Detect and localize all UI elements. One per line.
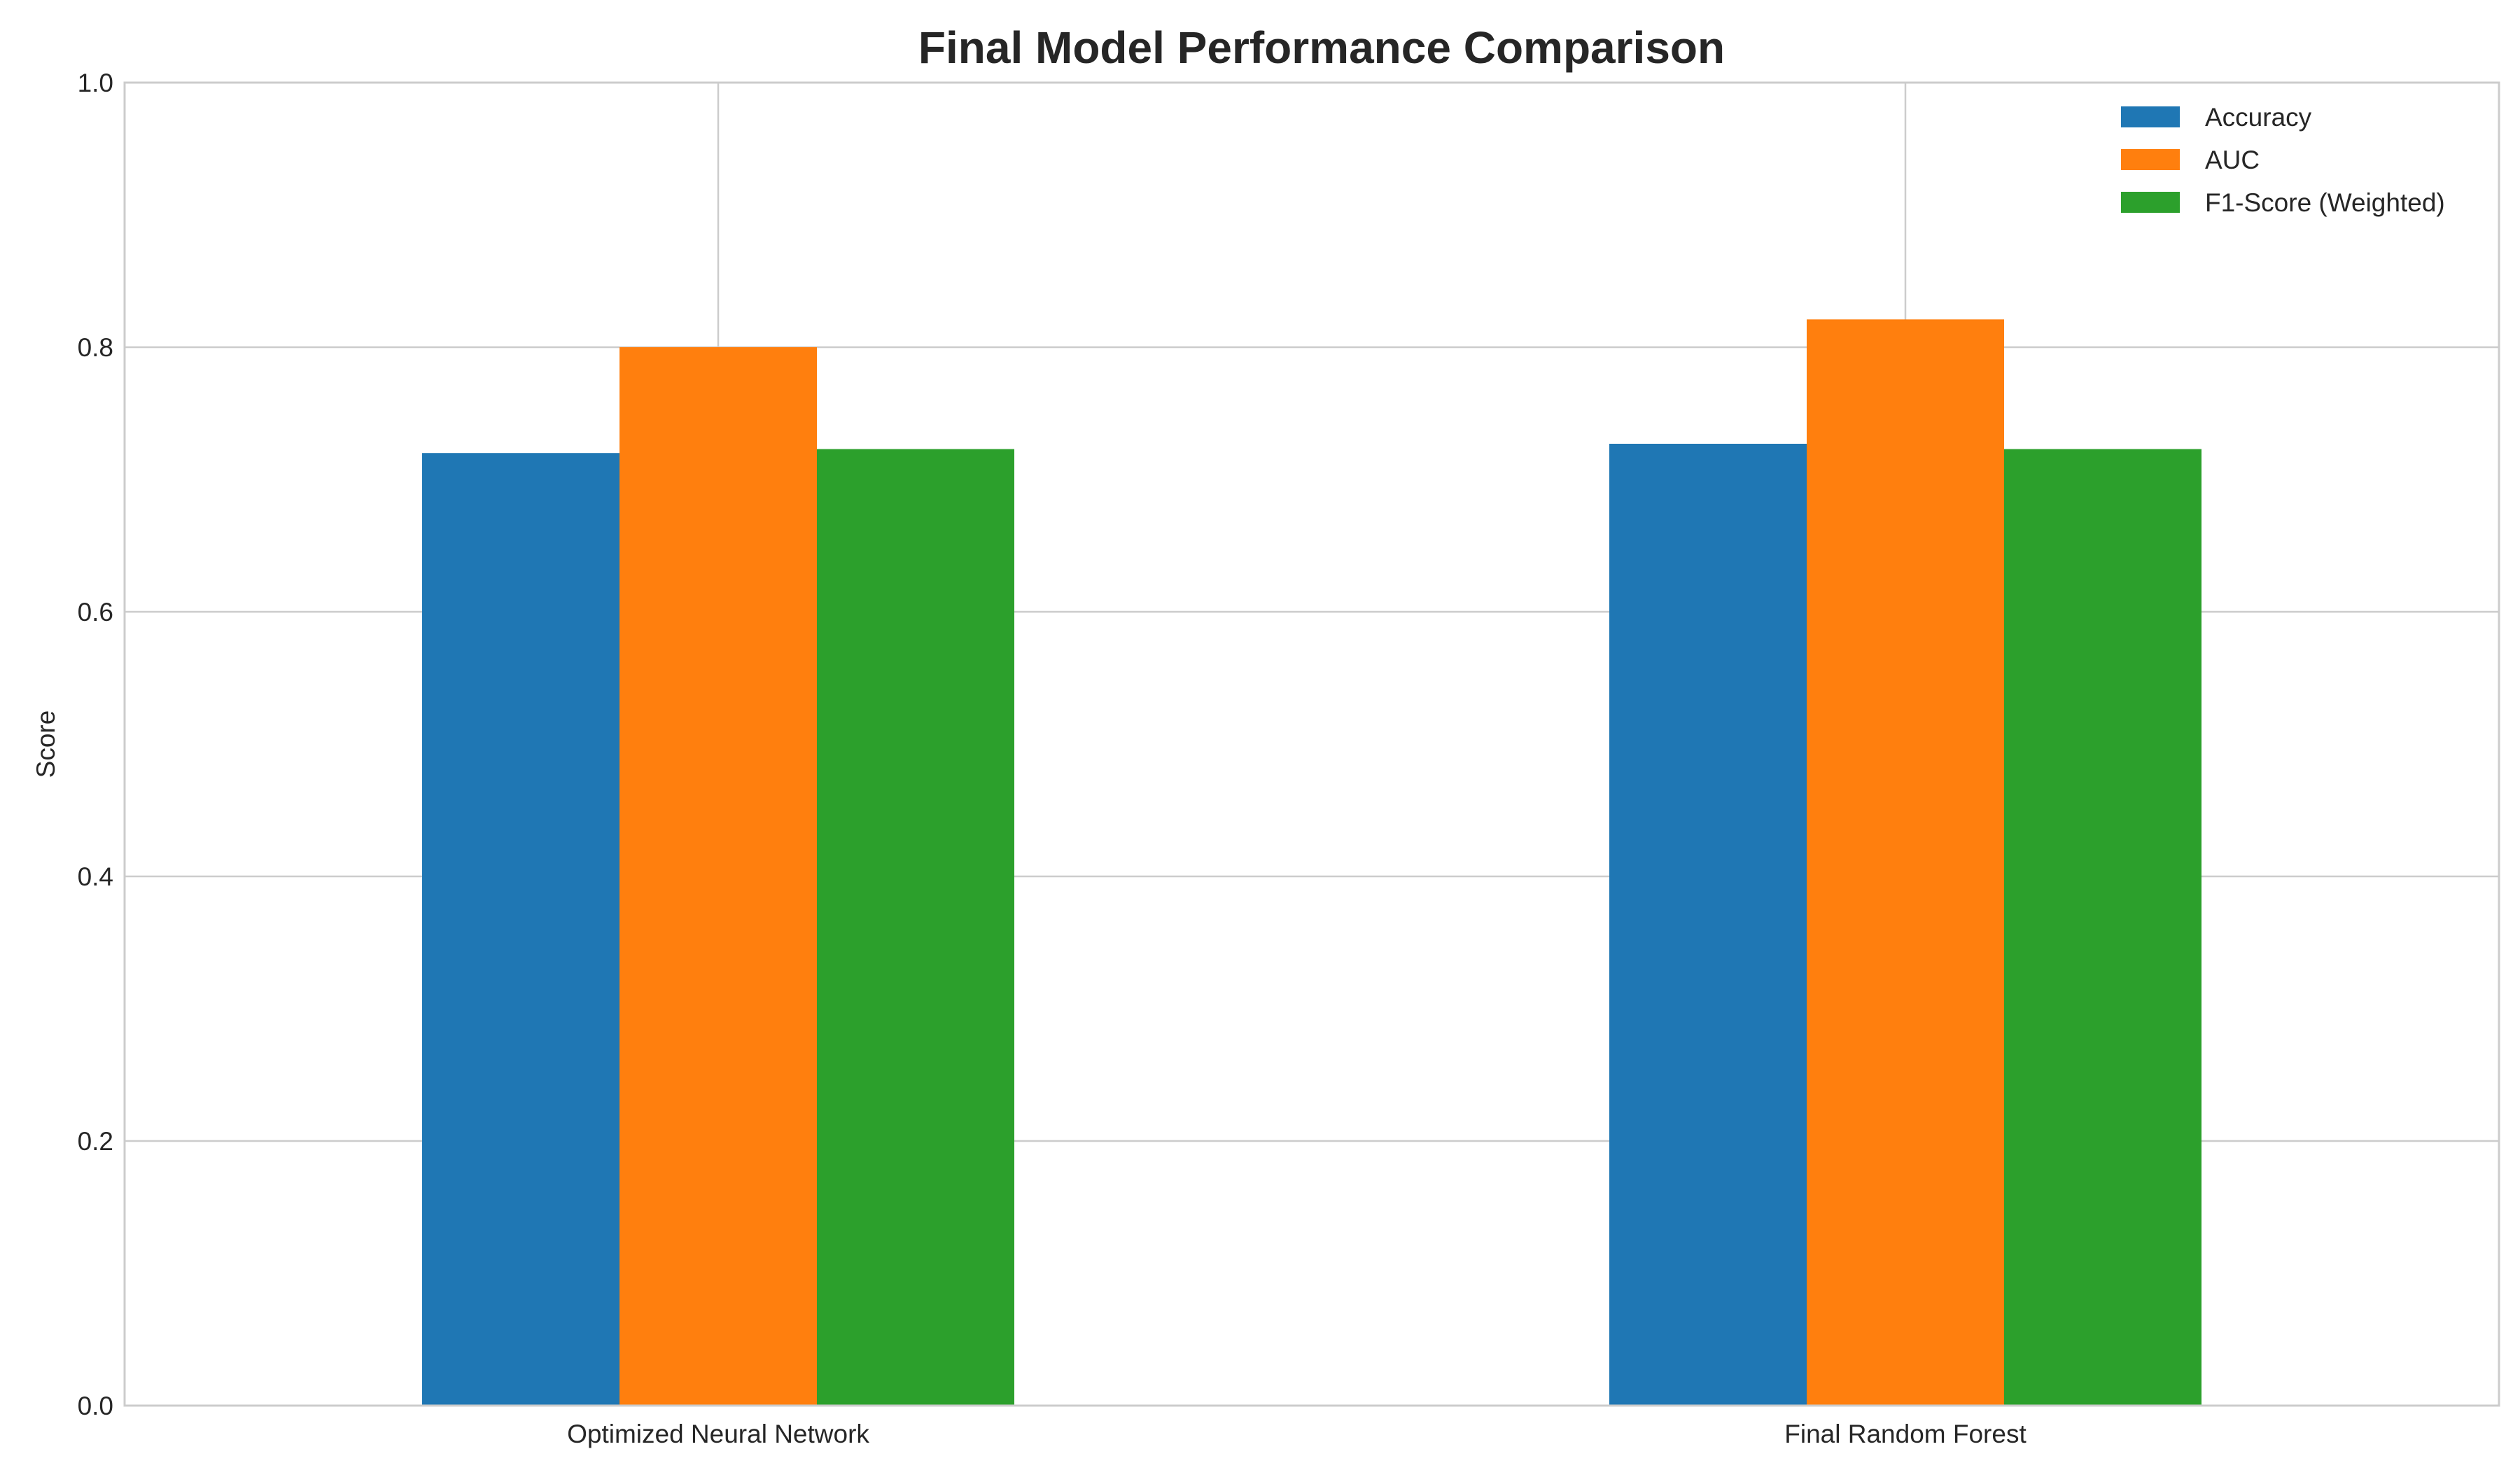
legend-swatch [2121, 192, 2180, 213]
legend-item: Accuracy [2121, 103, 2312, 132]
bar-auc-1 [1807, 319, 2004, 1406]
y-tick-label: 1.0 [78, 69, 113, 97]
bar-auc-0 [620, 347, 817, 1406]
legend: Accuracy AUC F1-Score (Weighted) [2121, 103, 2445, 217]
x-tick-labels: Optimized Neural Network Final Random For… [567, 1420, 2026, 1448]
legend-item: AUC [2121, 146, 2260, 174]
legend-swatch [2121, 106, 2180, 127]
x-tick-label: Final Random Forest [1784, 1420, 2026, 1448]
legend-label: F1-Score (Weighted) [2205, 188, 2445, 217]
bar-f1-score-weighted-1 [2004, 449, 2202, 1406]
chart-title: Final Model Performance Comparison [918, 22, 1725, 73]
bars [422, 319, 2202, 1406]
plot-frame [123, 81, 2500, 1407]
x-tick-label: Optimized Neural Network [567, 1420, 869, 1448]
bar-accuracy-1 [1609, 443, 1807, 1406]
legend-swatch [2121, 149, 2180, 170]
y-tick-label: 0.8 [78, 333, 113, 362]
legend-label: AUC [2205, 146, 2260, 174]
legend-label: Accuracy [2205, 103, 2312, 132]
y-tick-label: 0.4 [78, 862, 113, 891]
bar-accuracy-0 [422, 453, 620, 1406]
y-tick-label: 0.6 [78, 598, 113, 626]
bar-f1-score-weighted-0 [817, 449, 1014, 1406]
y-tick-labels: 0.0 0.2 0.4 0.6 0.8 1.0 [78, 69, 113, 1420]
y-tick-label: 0.0 [78, 1392, 113, 1420]
y-tick-label: 0.2 [78, 1127, 113, 1156]
legend-item: F1-Score (Weighted) [2121, 188, 2445, 217]
y-axis-label: Score [31, 710, 60, 778]
